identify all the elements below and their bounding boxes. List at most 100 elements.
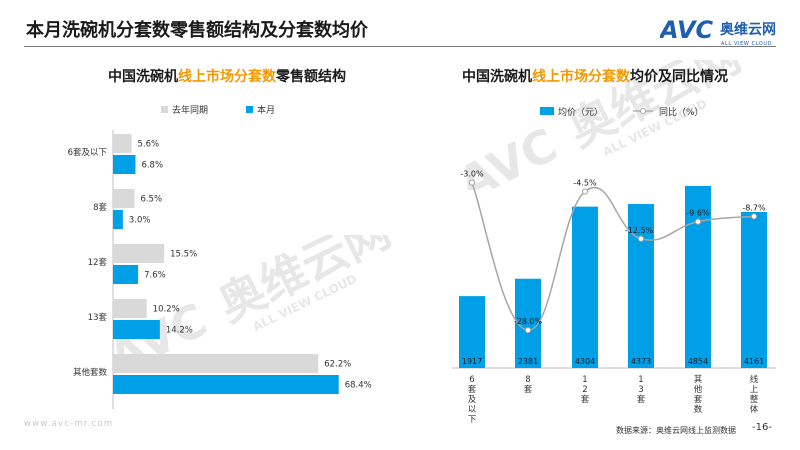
left-title-pre: 中国洗碗机 bbox=[108, 69, 178, 85]
yoy-point bbox=[468, 179, 476, 186]
bar-this-month bbox=[113, 210, 123, 229]
yoy-label: -9.6% bbox=[686, 209, 710, 218]
legend-label-this-month: 本月 bbox=[257, 104, 275, 116]
yoy-point bbox=[637, 235, 645, 242]
category-label-char: 体 bbox=[750, 404, 759, 415]
bar-avg-price bbox=[515, 278, 541, 368]
category-label-char: 上 bbox=[750, 385, 759, 395]
category-label-char: 整 bbox=[750, 394, 759, 405]
legend-swatch-last-year bbox=[161, 106, 168, 113]
yoy-label: -3.0% bbox=[460, 170, 484, 179]
yoy-line bbox=[471, 182, 755, 331]
category-label-char: 6 bbox=[469, 375, 474, 385]
category-label: 其他套数 bbox=[694, 375, 703, 415]
category-label: 8套 bbox=[524, 375, 533, 395]
bar-label-last-year: 10.2% bbox=[153, 305, 180, 315]
category-label-char: 套 bbox=[581, 394, 590, 405]
bar-avg-price bbox=[741, 211, 767, 368]
bar-label-avg-price: 4161 bbox=[744, 357, 764, 366]
bar-label-last-year: 62.2% bbox=[324, 360, 351, 370]
bar-label-avg-price: 4854 bbox=[688, 357, 708, 366]
bar-this-month bbox=[113, 265, 139, 284]
yoy-label: -12.5% bbox=[625, 226, 654, 235]
category-label-char: 3 bbox=[638, 385, 643, 395]
data-source-note: 数据来源：奥维云网线上监测数据 bbox=[616, 426, 736, 435]
title-divider bbox=[24, 46, 776, 47]
bar-label-last-year: 6.5% bbox=[140, 195, 162, 205]
left-title-highlight: 线上市场分套数 bbox=[178, 69, 276, 85]
yoy-label: -4.5% bbox=[573, 179, 597, 188]
right-chart-title: 中国洗碗机线上市场分套数均价及同比情况 bbox=[462, 66, 728, 86]
category-label-char: 线 bbox=[750, 374, 759, 385]
right-title-post: 均价及同比情况 bbox=[630, 69, 728, 85]
category-label-char: 套 bbox=[524, 384, 533, 395]
right-title-pre: 中国洗碗机 bbox=[462, 69, 532, 85]
bar-last-year bbox=[113, 244, 165, 263]
category-label: 8套 bbox=[93, 202, 107, 213]
bar-avg-price bbox=[572, 206, 598, 368]
bar-label-this-month: 7.6% bbox=[144, 271, 166, 281]
category-label-char: 8 bbox=[525, 375, 530, 385]
legend-label-yoy: 同比（%） bbox=[659, 106, 704, 118]
bar-label-avg-price: 4373 bbox=[631, 357, 651, 366]
bar-label-last-year: 5.6% bbox=[137, 140, 159, 150]
bar-label-this-month: 3.0% bbox=[129, 216, 151, 226]
page-number: -16- bbox=[752, 422, 772, 433]
legend-label-last-year: 去年同期 bbox=[172, 104, 208, 116]
category-label-char: 套 bbox=[637, 394, 646, 405]
yoy-label: -28.0% bbox=[514, 317, 543, 326]
yoy-point bbox=[581, 188, 589, 195]
bar-this-month bbox=[113, 320, 160, 339]
left-legend: 去年同期 本月 bbox=[161, 104, 275, 116]
yoy-point bbox=[524, 327, 532, 334]
page-title: 本月洗碗机分套数零售额结构及分套数均价 bbox=[26, 20, 368, 41]
legend-label-avg-price: 均价（元） bbox=[558, 106, 603, 118]
bar-last-year bbox=[113, 299, 147, 318]
category-label: 13套 bbox=[637, 375, 646, 405]
bar-label-avg-price: 4304 bbox=[575, 357, 595, 366]
right-legend: 均价（元） 同比（%） bbox=[540, 106, 704, 118]
bar-label-this-month: 68.4% bbox=[345, 381, 372, 391]
yoy-point bbox=[694, 218, 702, 225]
category-label-char: 2 bbox=[582, 385, 587, 395]
bar-this-month bbox=[113, 155, 136, 174]
footer-url: www.avc-mr.com bbox=[24, 419, 114, 429]
category-label: 12套 bbox=[88, 257, 108, 268]
bar-label-avg-price: 2381 bbox=[518, 357, 538, 366]
bar-label-this-month: 6.8% bbox=[141, 161, 163, 171]
bar-avg-price bbox=[685, 186, 711, 368]
legend-swatch-avg-price bbox=[540, 107, 554, 115]
bar-last-year bbox=[113, 189, 135, 208]
category-label-char: 1 bbox=[582, 375, 587, 385]
category-label-char: 下 bbox=[468, 415, 477, 425]
bar-avg-price bbox=[628, 204, 654, 368]
category-label-char: 套 bbox=[694, 394, 703, 405]
logo-brand: AVC bbox=[660, 16, 714, 44]
bar-last-year bbox=[113, 354, 319, 373]
category-label-char: 1 bbox=[638, 375, 643, 385]
category-label: 其他套数 bbox=[73, 367, 108, 378]
legend-marker-yoy bbox=[640, 108, 646, 114]
left-chart-title: 中国洗碗机线上市场分套数零售额结构 bbox=[108, 66, 346, 86]
left-title-post: 零售额结构 bbox=[276, 69, 346, 85]
bar-label-avg-price: 1917 bbox=[462, 357, 482, 366]
logo-name-cn: 奥维云网 bbox=[720, 21, 776, 38]
bar-this-month bbox=[113, 375, 339, 394]
bar-last-year bbox=[113, 134, 132, 153]
yoy-label: -8.7% bbox=[742, 203, 766, 212]
category-label-char: 数 bbox=[694, 404, 703, 415]
yoy-point bbox=[750, 213, 758, 220]
category-label: 12套 bbox=[581, 375, 590, 405]
category-label: 6套及以下 bbox=[68, 147, 108, 158]
category-label-char: 套 bbox=[468, 384, 477, 395]
category-label-char: 其 bbox=[694, 375, 703, 385]
category-label-char: 以 bbox=[468, 405, 477, 415]
category-label-char: 及 bbox=[468, 395, 477, 405]
avc-logo: AVC 奥维云网 ALL VIEW CLOUD bbox=[660, 16, 776, 47]
category-label-char: 他 bbox=[694, 384, 703, 395]
logo-name-en: ALL VIEW CLOUD bbox=[721, 41, 772, 47]
